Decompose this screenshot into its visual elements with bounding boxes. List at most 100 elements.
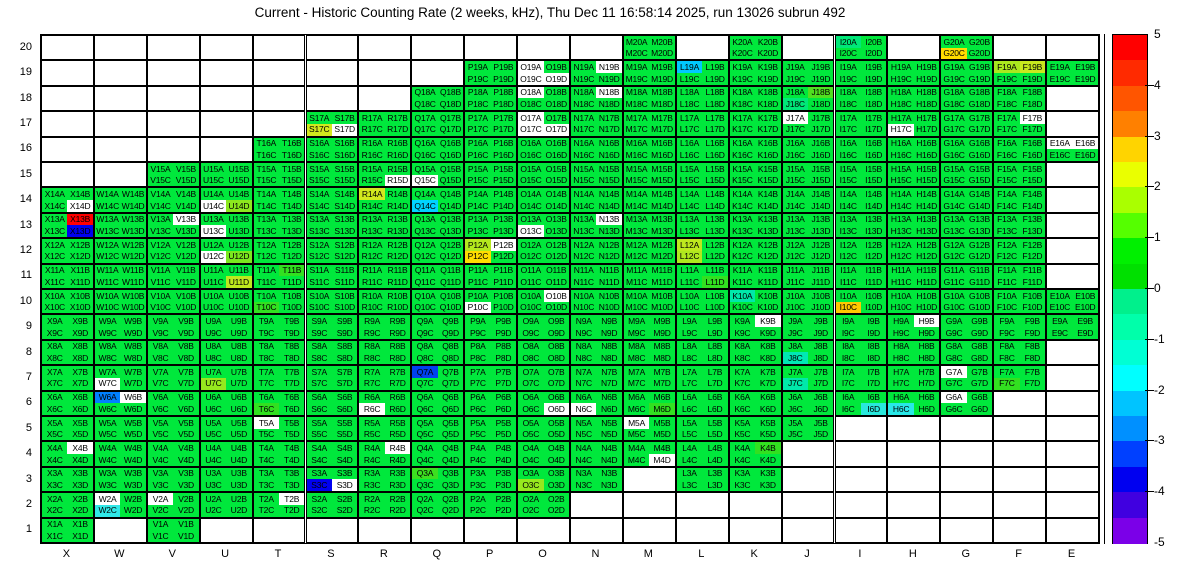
pmt-quadrant-W14C[interactable]: W14C	[94, 200, 121, 212]
pmt-cell-empty-S20[interactable]	[305, 35, 359, 61]
pmt-quadrant-S16C[interactable]: S16C	[306, 149, 332, 161]
pmt-quadrant-Q4C[interactable]: Q4C	[412, 454, 438, 466]
pmt-quadrant-Q12A[interactable]: Q12A	[412, 239, 438, 251]
pmt-quadrant-P14D[interactable]: P14D	[490, 200, 517, 212]
pmt-quadrant-J15A[interactable]: J15A	[782, 163, 809, 175]
pmt-cell-empty-L1[interactable]	[675, 517, 729, 543]
pmt-cell-empty-U17[interactable]	[199, 111, 253, 137]
pmt-quadrant-U12C[interactable]: U12C	[200, 250, 227, 263]
pmt-cell-M6[interactable]: M6A M6B M6C M6D	[622, 390, 676, 416]
pmt-quadrant-P16C[interactable]: P16C	[465, 149, 491, 161]
pmt-cell-W2[interactable]: W2A W2B W2C W2D	[93, 492, 147, 518]
pmt-quadrant-R7A[interactable]: R7A	[359, 366, 385, 378]
pmt-quadrant-W9C[interactable]: W9C	[94, 327, 121, 339]
pmt-quadrant-X1D[interactable]: X1D	[67, 530, 93, 542]
pmt-quadrant-Q9C[interactable]: Q9C	[412, 327, 438, 339]
pmt-cell-S10[interactable]: S10A S10B S10C S10D	[305, 289, 359, 315]
pmt-cell-empty-L20[interactable]	[675, 35, 729, 61]
pmt-quadrant-V15B[interactable]: V15B	[173, 163, 199, 175]
pmt-quadrant-K19D[interactable]: K19D	[755, 73, 781, 85]
pmt-quadrant-L4D[interactable]: L4D	[702, 454, 728, 466]
pmt-quadrant-I11A[interactable]: I11A	[835, 264, 861, 277]
pmt-cell-X6[interactable]: X6A X6B X6C X6D	[41, 390, 94, 416]
pmt-cell-F10[interactable]: F10A F10B F10C F10D	[993, 289, 1047, 315]
pmt-cell-O4[interactable]: O4A O4B O4C O4D	[517, 441, 570, 467]
pmt-quadrant-U14C[interactable]: U14C	[200, 200, 227, 212]
pmt-quadrant-I12D[interactable]: I12D	[860, 250, 887, 263]
pmt-quadrant-S11A[interactable]: S11A	[306, 264, 332, 277]
pmt-quadrant-Q3C[interactable]: Q3C	[412, 479, 438, 492]
pmt-quadrant-S13B[interactable]: S13B	[331, 213, 358, 226]
pmt-quadrant-Q4A[interactable]: Q4A	[412, 442, 438, 455]
pmt-quadrant-I9D[interactable]: I9D	[860, 327, 887, 339]
pmt-quadrant-X11D[interactable]: X11D	[67, 276, 93, 288]
pmt-quadrant-U9C[interactable]: U9C	[200, 327, 227, 339]
pmt-quadrant-U4C[interactable]: U4C	[200, 454, 227, 466]
pmt-quadrant-N14A[interactable]: N14A	[571, 188, 597, 201]
pmt-quadrant-L12A[interactable]: L12A	[676, 239, 703, 251]
pmt-cell-O3[interactable]: O3A O3B O3C O3D	[517, 466, 570, 493]
pmt-quadrant-K11B[interactable]: K11B	[755, 264, 781, 277]
pmt-quadrant-U8B[interactable]: U8B	[226, 340, 252, 353]
pmt-quadrant-K5B[interactable]: K5B	[755, 417, 781, 429]
pmt-quadrant-M6D[interactable]: M6D	[649, 403, 675, 415]
pmt-cell-Q11[interactable]: Q11A Q11B Q11C Q11D	[411, 263, 465, 289]
pmt-quadrant-E10D[interactable]: E10D	[1072, 301, 1098, 314]
pmt-quadrant-N17B[interactable]: N17B	[596, 112, 622, 124]
pmt-quadrant-N10B[interactable]: N10B	[596, 290, 622, 302]
pmt-quadrant-F14B[interactable]: F14B	[1019, 188, 1046, 201]
pmt-quadrant-V14D[interactable]: V14D	[173, 200, 199, 212]
pmt-quadrant-F12B[interactable]: F12B	[1019, 239, 1046, 251]
pmt-quadrant-H19B[interactable]: H19B	[913, 61, 940, 74]
pmt-quadrant-N6C[interactable]: N6C	[571, 403, 597, 415]
pmt-quadrant-L19A[interactable]: L19A	[676, 61, 703, 74]
pmt-quadrant-R13B[interactable]: R13B	[384, 213, 411, 226]
pmt-quadrant-H8A[interactable]: H8A	[888, 340, 914, 353]
pmt-cell-empty-T17[interactable]	[252, 111, 306, 137]
pmt-quadrant-G8A[interactable]: G8A	[941, 340, 967, 353]
pmt-quadrant-X14D[interactable]: X14D	[67, 200, 93, 212]
pmt-cell-empty-T18[interactable]	[252, 85, 306, 112]
pmt-quadrant-N3A[interactable]: N3A	[571, 467, 597, 480]
pmt-cell-S9[interactable]: S9A S9B S9C S9D	[305, 314, 359, 340]
pmt-quadrant-P17B[interactable]: P17B	[490, 112, 517, 124]
pmt-quadrant-P11C[interactable]: P11C	[465, 276, 491, 288]
pmt-quadrant-G7A[interactable]: G7A	[941, 366, 967, 378]
pmt-quadrant-U11B[interactable]: U11B	[226, 264, 252, 277]
pmt-quadrant-P6D[interactable]: P6D	[490, 403, 517, 415]
pmt-quadrant-Q10D[interactable]: Q10D	[437, 301, 464, 314]
pmt-quadrant-P2B[interactable]: P2B	[490, 493, 517, 505]
pmt-quadrant-X8A[interactable]: X8A	[42, 340, 68, 353]
pmt-quadrant-G6D[interactable]: G6D	[966, 403, 993, 415]
pmt-quadrant-W2B[interactable]: W2B	[120, 493, 146, 505]
pmt-cell-Q9[interactable]: Q9A Q9B Q9C Q9D	[411, 314, 465, 340]
pmt-cell-empty-V16[interactable]	[146, 136, 200, 162]
pmt-quadrant-V1A[interactable]: V1A	[147, 518, 174, 531]
pmt-quadrant-Q2A[interactable]: Q2A	[412, 493, 438, 505]
pmt-quadrant-M4B[interactable]: M4B	[649, 442, 675, 455]
pmt-quadrant-J8B[interactable]: J8B	[808, 340, 834, 353]
pmt-cell-G16[interactable]: G16A G16B G16C G16D	[940, 136, 994, 162]
pmt-quadrant-S2D[interactable]: S2D	[331, 504, 358, 517]
pmt-cell-empty-E13[interactable]	[1046, 212, 1099, 239]
pmt-cell-R15[interactable]: R15A R15B R15C R15D	[358, 162, 412, 188]
pmt-cell-H17[interactable]: H17A H17B H17C H17D	[887, 111, 941, 137]
pmt-cell-N7[interactable]: N7A N7B N7C N7D	[570, 365, 623, 391]
pmt-cell-T11[interactable]: T11A T11B T11C T11D	[252, 263, 306, 289]
pmt-quadrant-J6C[interactable]: J6C	[782, 403, 809, 415]
pmt-quadrant-K11C[interactable]: K11C	[729, 276, 756, 288]
pmt-cell-H7[interactable]: H7A H7B H7C H7D	[887, 365, 941, 391]
pmt-quadrant-I13B[interactable]: I13B	[860, 213, 887, 226]
pmt-quadrant-E10B[interactable]: E10B	[1072, 290, 1098, 302]
pmt-quadrant-P16D[interactable]: P16D	[490, 149, 517, 161]
pmt-quadrant-X8D[interactable]: X8D	[67, 352, 93, 365]
pmt-quadrant-G10D[interactable]: G10D	[966, 301, 993, 314]
pmt-quadrant-I19A[interactable]: I19A	[835, 61, 861, 74]
pmt-quadrant-F19C[interactable]: F19C	[994, 73, 1020, 85]
pmt-cell-N17[interactable]: N17A N17B N17C N17D	[570, 111, 623, 137]
pmt-quadrant-H18A[interactable]: H18A	[888, 86, 914, 99]
pmt-quadrant-J19A[interactable]: J19A	[782, 61, 809, 74]
pmt-quadrant-R10C[interactable]: R10C	[359, 301, 385, 314]
pmt-quadrant-X5A[interactable]: X5A	[42, 417, 68, 429]
pmt-quadrant-R14B[interactable]: R14B	[384, 188, 411, 201]
